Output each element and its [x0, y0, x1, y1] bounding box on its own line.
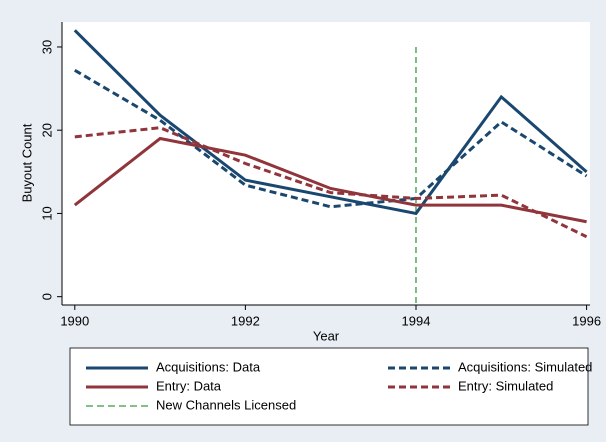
y-tick-label: 10 — [39, 206, 54, 220]
series-line — [73, 29, 588, 216]
x-tick-label: 1990 — [60, 313, 89, 328]
series-line — [73, 136, 587, 224]
y-tick-label: 30 — [39, 40, 54, 54]
legend-label: New Channels Licensed — [156, 397, 296, 412]
x-tick-label: 1992 — [231, 313, 260, 328]
legend — [69, 347, 589, 426]
y-axis-title: Buyout Count — [19, 123, 34, 202]
plot-area — [62, 22, 590, 305]
series-line — [74, 126, 588, 239]
legend-label: Acquisitions: Data — [156, 359, 261, 374]
x-tick-label: 1994 — [402, 313, 431, 328]
legend-label: Entry: Data — [156, 378, 222, 393]
legend-label: Entry: Simulated — [458, 378, 553, 393]
x-axis-title: Year — [313, 328, 340, 343]
x-tick-label: 1996 — [572, 313, 601, 328]
legend-label: Acquisitions: Simulated — [458, 359, 592, 374]
y-tick-label: 20 — [39, 123, 54, 137]
y-tick-label: 0 — [39, 293, 54, 300]
